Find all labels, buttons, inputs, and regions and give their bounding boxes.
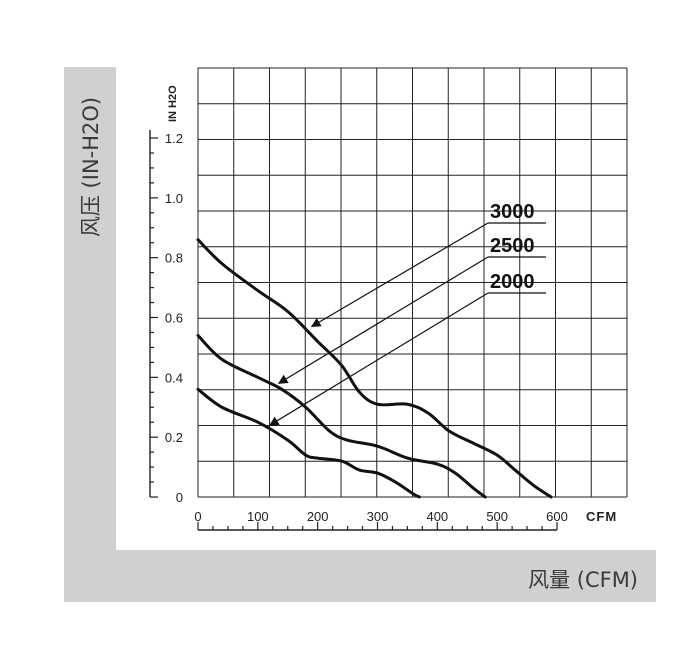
- series-line-2000: [196, 387, 421, 499]
- y-tick-label: 0.2: [165, 430, 183, 445]
- y-tick-label: 1.2: [165, 131, 183, 146]
- y-tick-label: 0.6: [165, 311, 183, 326]
- y-axis-unit-label: IN H2O: [167, 85, 179, 122]
- y-tick-label: 1.0: [165, 191, 183, 206]
- y-tick-label: 0.8: [165, 251, 183, 266]
- y-tick-label: 0: [176, 490, 183, 505]
- annotation-label-2000: 2000: [490, 271, 535, 293]
- x-tick-label: 0: [194, 509, 201, 524]
- x-tick-label: 300: [367, 509, 389, 524]
- x-axis-unit-label: CFM: [586, 509, 617, 524]
- annotation-arrow: [268, 292, 489, 426]
- x-tick-label: 200: [307, 509, 329, 524]
- left-gray-band: [64, 67, 116, 602]
- x-tick-label: 400: [426, 509, 448, 524]
- bottom-gray-band: [64, 550, 656, 602]
- x-tick-label: 600: [546, 509, 568, 524]
- series-line-2500: [196, 333, 487, 499]
- x-tick-label: 500: [486, 509, 508, 524]
- x-tick-label: 100: [247, 509, 269, 524]
- annotation-arrow: [277, 256, 489, 384]
- annotation-arrow: [310, 222, 489, 327]
- annotation-label-2500: 2500: [490, 235, 535, 257]
- annotation-label-3000: 3000: [490, 201, 535, 223]
- y-tick-label: 0.4: [165, 370, 183, 385]
- x-axis-title: 风量 (CFM): [528, 568, 638, 592]
- series-line-3000: [196, 238, 553, 499]
